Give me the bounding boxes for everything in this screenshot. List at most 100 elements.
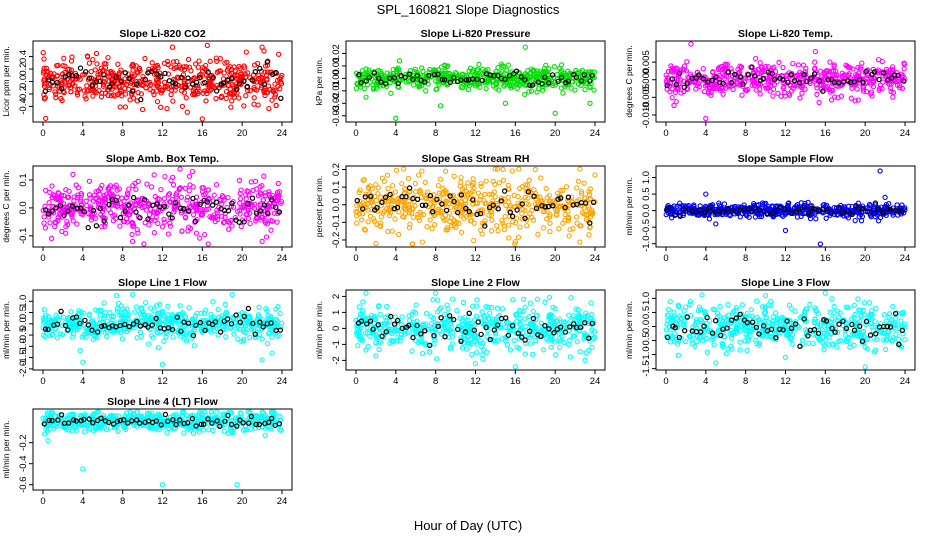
data-point xyxy=(66,66,72,72)
data-point xyxy=(812,59,818,65)
data-point xyxy=(431,341,437,347)
hourly-point xyxy=(542,74,548,81)
outlier-point xyxy=(512,364,518,370)
hourly-point xyxy=(527,82,533,88)
panel-title: Slope Li-820 Temp. xyxy=(738,28,833,40)
data-point xyxy=(134,335,140,341)
hourly-point xyxy=(154,71,160,77)
data-point xyxy=(77,76,83,82)
y-axis-label: ml/min per min. xyxy=(624,177,634,235)
data-point xyxy=(74,221,80,227)
data-point xyxy=(139,79,145,85)
data-point xyxy=(41,65,47,71)
data-point xyxy=(45,74,52,80)
data-point xyxy=(254,87,260,93)
hourly-point xyxy=(126,75,132,82)
data-point xyxy=(213,182,220,188)
data-point xyxy=(176,64,182,71)
y-tick-label: 0.5 xyxy=(18,306,29,319)
data-point xyxy=(207,58,213,64)
data-point xyxy=(167,223,174,229)
data-point xyxy=(546,294,553,301)
data-point xyxy=(274,219,280,225)
data-point xyxy=(74,92,81,98)
outlier-point xyxy=(752,55,759,62)
data-point xyxy=(510,297,516,303)
data-point xyxy=(671,102,677,109)
data-point xyxy=(814,91,820,98)
data-point xyxy=(191,75,197,81)
data-point xyxy=(586,69,592,75)
data-point xyxy=(586,232,592,238)
data-point xyxy=(376,346,382,353)
y-tick-label: 0.0 xyxy=(18,201,29,214)
hourly-point xyxy=(278,95,284,102)
data-point xyxy=(177,303,183,309)
data-point xyxy=(527,341,534,347)
x-tick-label: 12 xyxy=(780,128,791,139)
data-point xyxy=(354,220,360,226)
data-point xyxy=(558,67,565,74)
data-point xyxy=(80,72,86,78)
data-point xyxy=(442,68,448,75)
data-point xyxy=(155,64,161,71)
hourly-point xyxy=(138,96,144,103)
data-point xyxy=(90,93,96,99)
data-point xyxy=(577,239,583,245)
data-point xyxy=(191,91,197,97)
data-point xyxy=(115,61,121,67)
hourly-point xyxy=(118,78,125,84)
y-tick-label: 0.0 xyxy=(331,198,342,211)
data-point xyxy=(371,85,377,91)
data-point xyxy=(669,94,675,101)
data-point xyxy=(101,300,107,306)
y-axis-label: ml/min per min. xyxy=(1,301,11,359)
data-point xyxy=(215,306,221,313)
data-point xyxy=(101,75,107,81)
data-point xyxy=(153,88,159,94)
data-point xyxy=(807,301,813,308)
hourly-point xyxy=(46,77,52,83)
data-point xyxy=(129,79,135,85)
data-point xyxy=(424,224,430,230)
hourly-point xyxy=(205,69,211,75)
hourly-point xyxy=(410,76,416,83)
data-point xyxy=(66,83,72,89)
hourly-point xyxy=(249,77,255,83)
data-point xyxy=(84,83,90,89)
outlier-point xyxy=(532,166,538,173)
x-tick-label: 12 xyxy=(780,253,791,264)
data-point xyxy=(105,69,111,75)
data-point xyxy=(392,216,398,222)
data-point xyxy=(102,90,109,96)
data-point xyxy=(396,231,402,238)
data-point xyxy=(567,354,574,360)
data-point xyxy=(573,214,580,220)
data-point xyxy=(113,292,120,299)
panel-title: Slope Gas Stream RH xyxy=(422,153,530,165)
y-tick-label: 1 xyxy=(331,310,342,315)
data-point xyxy=(858,218,865,224)
hourly-point xyxy=(506,72,513,79)
x-tick-label: 8 xyxy=(743,128,748,139)
hourly-point xyxy=(58,308,64,314)
hourly-point xyxy=(59,85,65,92)
outlier-point xyxy=(129,291,136,298)
outlier-point xyxy=(703,191,709,197)
x-tick-label: 16 xyxy=(197,128,208,139)
hourly-point xyxy=(170,79,176,86)
data-point xyxy=(757,91,763,97)
figure-title: SPL_160821 Slope Diagnostics xyxy=(377,2,560,17)
data-point xyxy=(255,102,261,108)
data-point xyxy=(377,311,383,318)
hourly-point xyxy=(589,72,595,79)
data-point xyxy=(399,314,405,320)
data-point xyxy=(190,212,197,218)
y-tick-label: 1.0 xyxy=(18,295,29,308)
data-point xyxy=(213,95,219,102)
data-point xyxy=(572,87,578,93)
data-point xyxy=(393,167,400,174)
y-axis-label: percent per min. xyxy=(314,176,324,237)
